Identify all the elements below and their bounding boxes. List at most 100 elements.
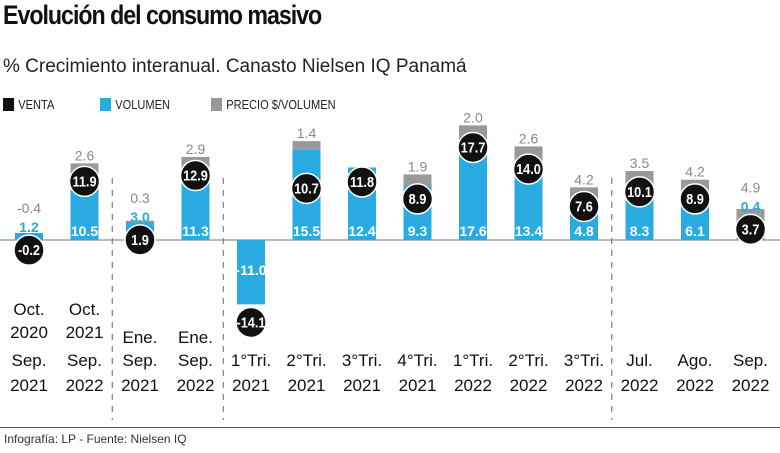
label-volumen: 12.4 (348, 223, 375, 239)
label-volumen: 15.5 (293, 223, 320, 239)
label-venta: 8.9 (409, 190, 427, 207)
category-label: 1°Tri. (453, 351, 493, 370)
category-label: 3°Tri. (564, 351, 604, 370)
legend-swatch-precio (211, 98, 223, 111)
category-label: 2022 (565, 376, 603, 395)
category-label: 2021 (232, 376, 270, 395)
footer-divider (0, 427, 780, 428)
label-precio: 4.9 (741, 179, 761, 195)
category-label: Ago. (678, 351, 713, 370)
label-venta: -14.1 (236, 313, 265, 330)
category-label: 2°Tri. (508, 351, 548, 370)
category-label: Sep. (178, 351, 213, 370)
chart-title: Evolución del consumo masivo (3, 0, 322, 30)
bar-precio (126, 220, 154, 223)
label-volumen: 0.4 (741, 198, 761, 214)
category-label: 2021 (288, 376, 326, 395)
bar-volumen (237, 240, 265, 305)
category-label: 2021 (399, 376, 437, 395)
label-volumen: 1.2 (19, 219, 39, 235)
category-label: 2021 (121, 376, 159, 395)
label-precio: 2.6 (519, 130, 539, 146)
legend-label-venta: VENTA (18, 97, 55, 112)
label-precio: 1.9 (408, 158, 428, 174)
category-label: 2021 (10, 376, 48, 395)
label-venta: 3.7 (742, 220, 760, 237)
legend-swatch-venta (3, 98, 15, 111)
category-label: Oct. (69, 300, 100, 319)
category-label: 2021 (343, 376, 381, 395)
label-precio: -0.4 (17, 200, 41, 216)
marker-venta (623, 176, 656, 208)
marker-venta (512, 153, 545, 185)
label-precio: 4.2 (685, 164, 705, 180)
category-label: Sep. (12, 351, 47, 370)
marker-venta (290, 172, 323, 205)
label-volumen: 8.3 (630, 223, 650, 239)
label-venta: 17.7 (461, 138, 486, 155)
category-label: Ene. (123, 328, 158, 347)
category-label: 4°Tri. (397, 351, 437, 370)
label-venta: 7.6 (575, 198, 593, 215)
label-precio: 2.6 (75, 147, 95, 163)
category-label: 2022 (621, 376, 659, 395)
category-label: Sep. (123, 351, 158, 370)
label-precio: 4.2 (574, 171, 594, 187)
legend-volumen: VOLUMEN (100, 97, 170, 112)
category-label: 2022 (177, 376, 215, 395)
bar-precio (459, 125, 487, 138)
marker-venta (68, 165, 101, 198)
category-label: 2°Tri. (286, 351, 326, 370)
bar-precio (292, 141, 321, 150)
marker-venta (734, 213, 767, 246)
marker-venta (568, 190, 600, 223)
marker-venta (13, 234, 45, 266)
category-label: 2022 (66, 376, 104, 395)
category-label: 2022 (732, 376, 770, 395)
label-venta: 12.9 (183, 167, 208, 184)
legend-precio: PRECIO $/VOLUMEN (211, 97, 336, 112)
label-precio: 1.4 (297, 125, 317, 141)
marker-venta (179, 159, 212, 192)
legend-venta: VENTA (3, 97, 54, 112)
category-label: Sep. (67, 351, 102, 370)
label-volumen: 17.6 (459, 223, 486, 239)
category-label: 2022 (454, 376, 492, 395)
label-volumen: 4.8 (574, 223, 594, 239)
label-volumen: 11.3 (182, 223, 209, 239)
category-label: 2020 (10, 323, 48, 342)
label-precio: 2.0 (463, 109, 483, 125)
label-venta: 11.9 (72, 172, 96, 189)
label-volumen: 6.1 (685, 223, 705, 239)
category-label: 1°Tri. (231, 351, 271, 370)
category-label: 2021 (66, 323, 104, 342)
category-label: Sep. (733, 351, 768, 370)
category-label: Ene. (178, 328, 213, 347)
legend-label-precio: PRECIO $/VOLUMEN (226, 97, 336, 112)
category-label: Oct. (13, 300, 44, 319)
category-label: Jul. (626, 351, 652, 370)
marker-venta (457, 131, 489, 164)
chart-subtitle: % Crecimiento interanual. Canasto Nielse… (3, 56, 467, 77)
label-volumen: -11.0 (235, 262, 266, 278)
bar-precio (403, 174, 432, 186)
marker-venta (124, 224, 156, 256)
footer-source: Infografía: LP - Fuente: Nielsen IQ (4, 432, 187, 446)
label-volumen: 9.3 (408, 223, 428, 239)
label-precio: 0.3 (130, 190, 150, 206)
marker-venta (346, 166, 378, 198)
label-venta: -0.2 (18, 241, 40, 258)
marker-venta (235, 306, 267, 339)
label-venta: 14.0 (516, 160, 541, 177)
legend-label-volumen: VOLUMEN (115, 97, 170, 112)
marker-venta (401, 183, 434, 215)
label-precio: 2.9 (186, 141, 206, 157)
label-precio: 3.5 (630, 155, 650, 171)
category-label: 3°Tri. (342, 351, 382, 370)
label-volumen: 10.5 (71, 223, 98, 239)
category-label: 2022 (510, 376, 548, 395)
label-venta: 10.7 (294, 179, 319, 196)
label-volumen: 3.0 (130, 209, 150, 225)
